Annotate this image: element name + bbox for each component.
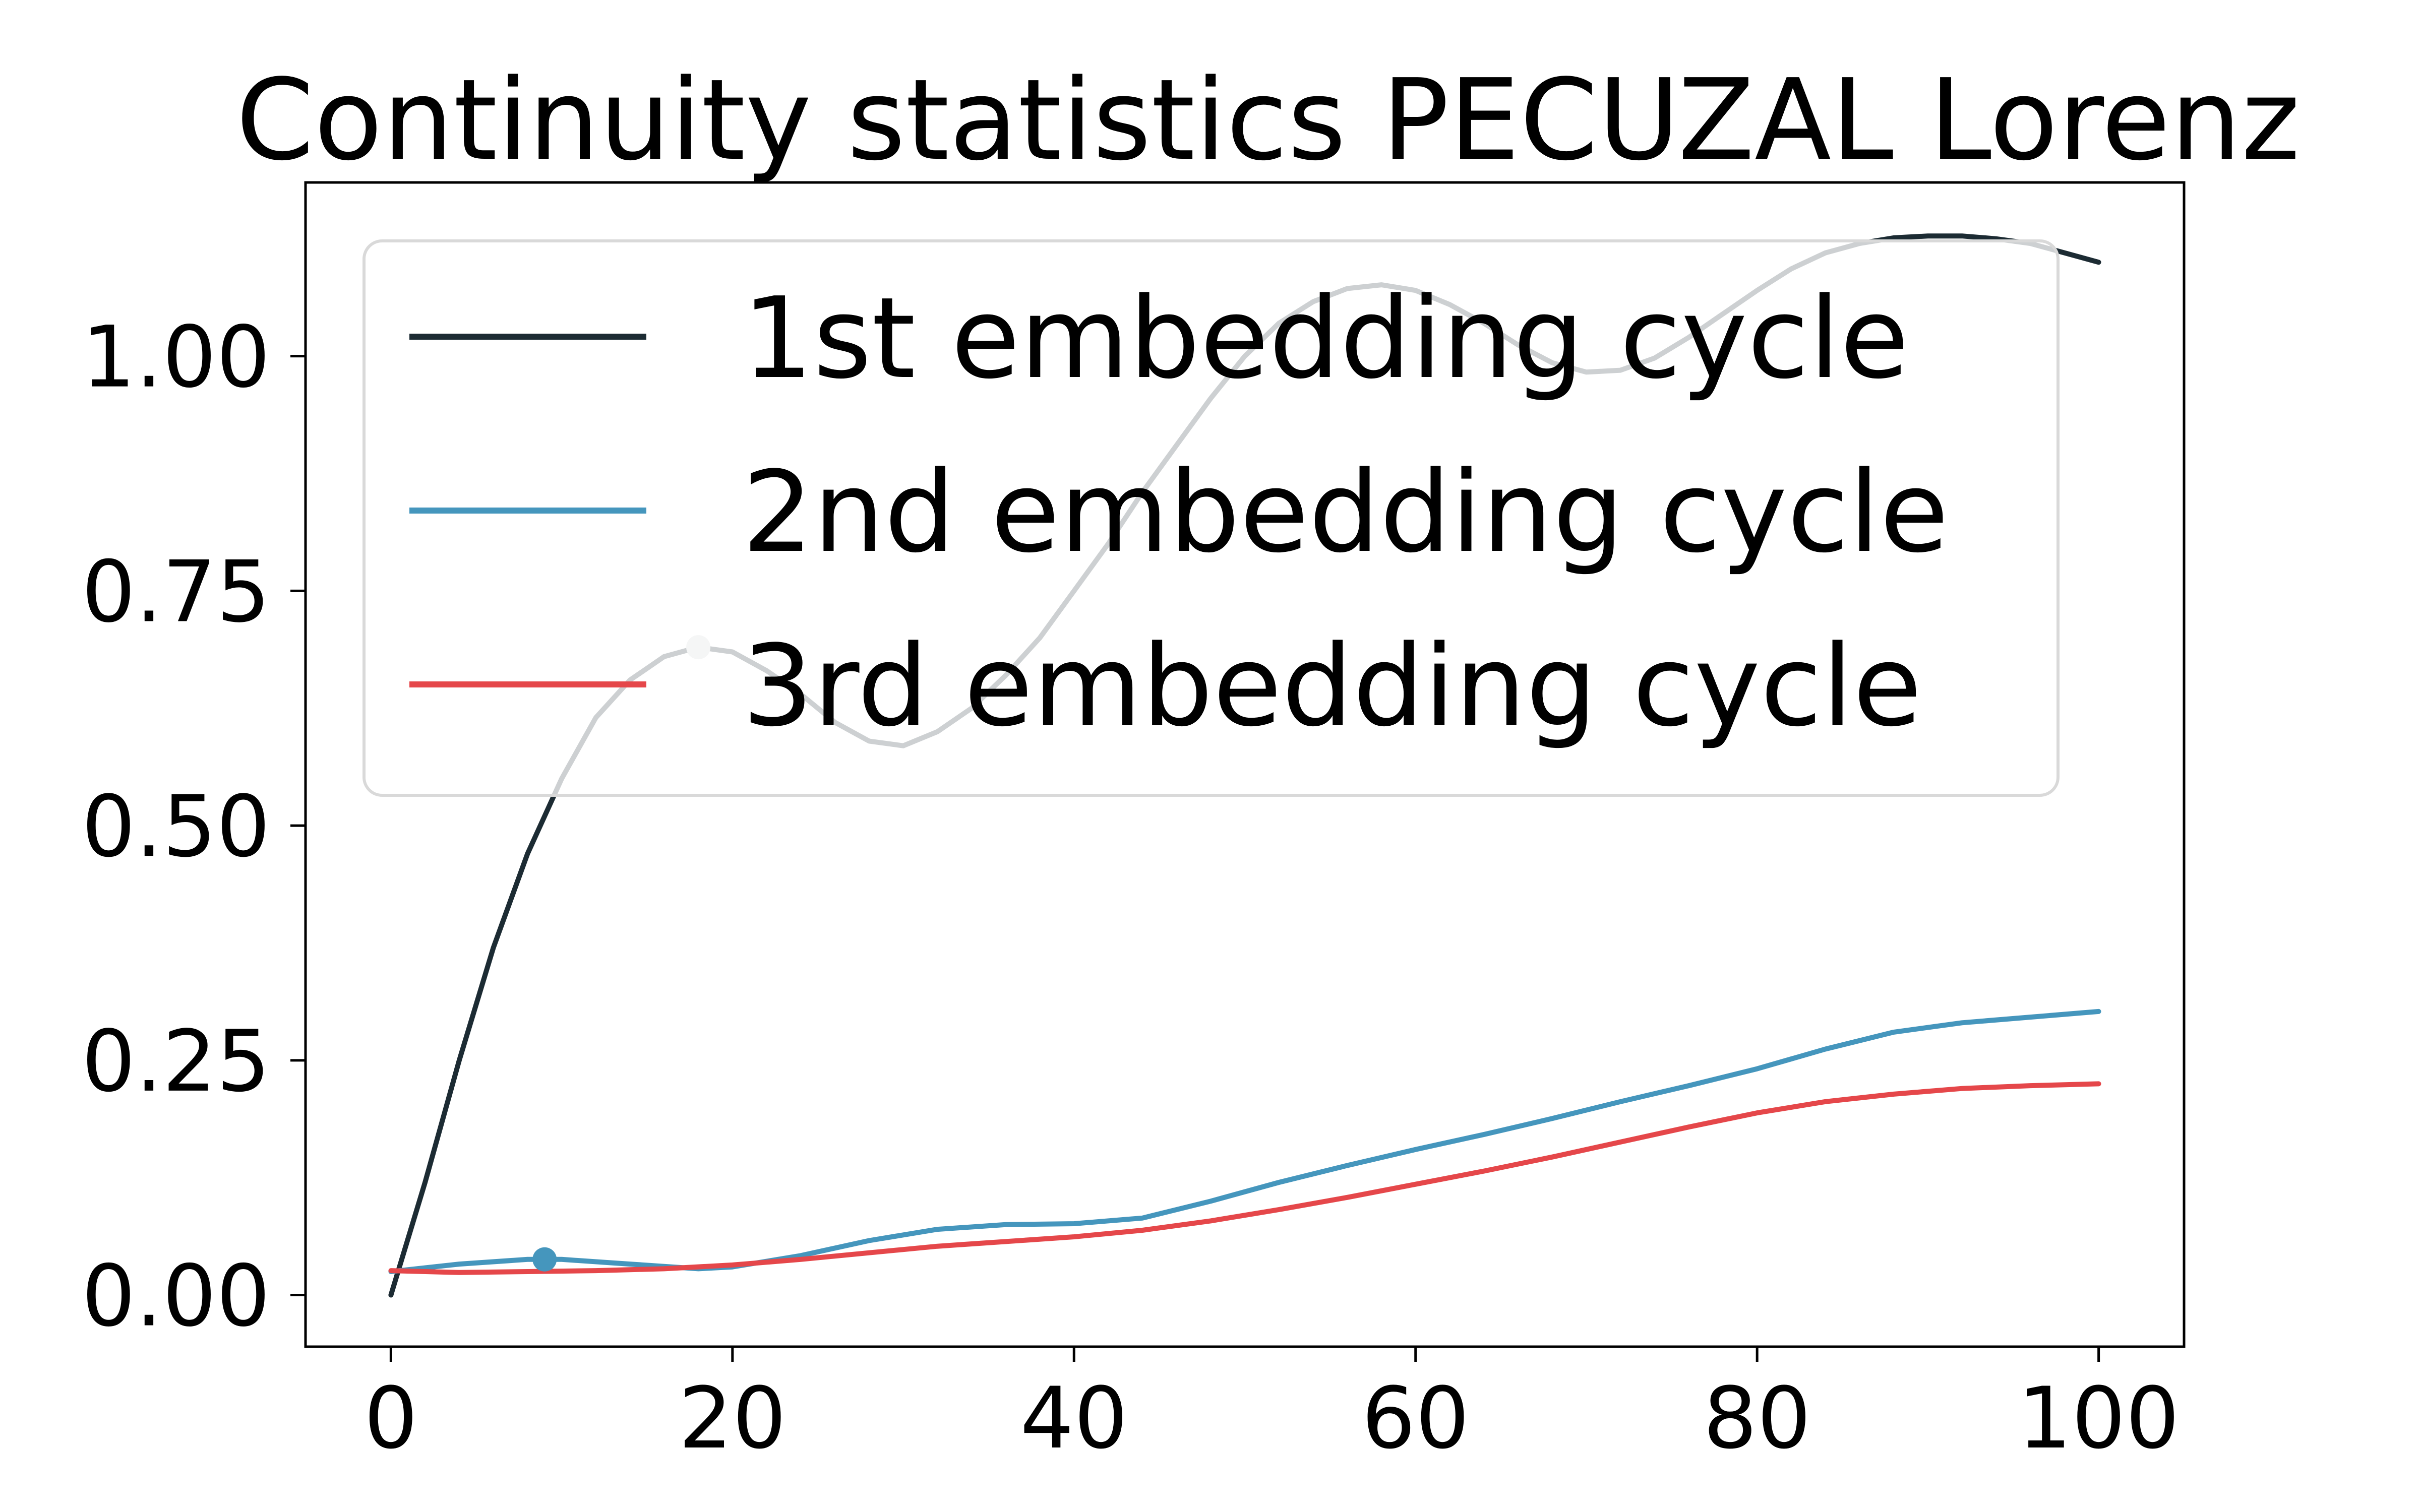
series-line-3 [388,1081,2101,1275]
legend-label-1: 1st embedding cycle [742,274,1909,404]
plot-frame [304,181,2186,1348]
x-tick-label: 40 [1020,1369,1128,1468]
chart-title: Continuity statistics PECUZAL Lorenz [236,55,2300,185]
y-tick-label: 0.00 [82,1247,270,1346]
legend-label-3: 3rd embedding cycle [742,621,1922,751]
x-tick-label: 60 [1362,1369,1470,1468]
legend-label-2: 2nd embedding cycle [742,448,1949,578]
y-tick-label: 0.75 [82,542,270,641]
x-tick-label: 0 [364,1369,418,1468]
series-line-2 [388,1009,2101,1274]
legend-frame [362,239,2060,797]
y-tick-label: 1.00 [82,308,270,407]
x-tick-label: 20 [679,1369,786,1468]
x-tick-label: 80 [1703,1369,1811,1468]
legend: 1st embedding cycle 2nd embedding cycle 3r… [362,239,2060,797]
x-tick-label: 100 [2018,1369,2180,1468]
marker-point-1 [532,1247,557,1272]
y-tick-label: 0.50 [82,777,270,876]
y-tick-label: 0.25 [82,1012,270,1111]
